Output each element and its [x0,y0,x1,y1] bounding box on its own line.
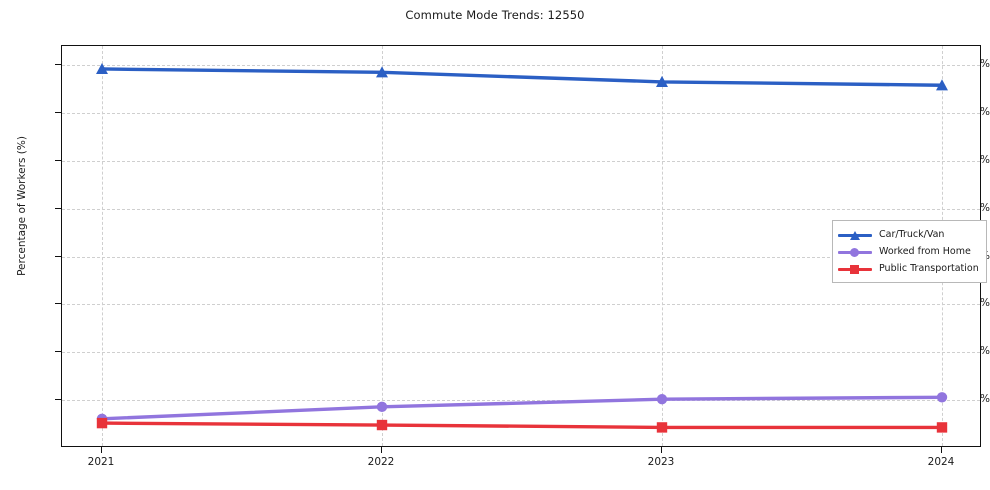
series-3 [96,417,948,433]
x-axis-tick-mark [101,447,102,453]
chart-title: Commute Mode Trends: 12550 [405,8,585,22]
legend-item[interactable]: Worked from Home [838,243,979,260]
data-point-marker [936,422,948,433]
series-line [100,67,944,87]
legend-marker-circle-icon [850,248,859,257]
legend-swatch-square-icon [838,262,872,276]
y-axis-tick-mark [55,399,61,401]
x-axis-tick-mark [381,447,382,453]
x-axis-tick-label: 2022 [367,456,395,468]
data-point-marker [656,393,668,405]
gridline-vertical [382,46,383,446]
gridline-vertical [662,46,663,446]
data-point-marker [656,422,668,433]
legend-marker-triangle-icon [850,230,860,240]
data-point-marker [96,417,108,429]
data-point-marker [96,62,108,75]
series-line [100,421,944,430]
series-layer [96,62,948,433]
data-point-marker [936,79,948,91]
y-axis-tick-mark [55,303,61,305]
gridline-horizontal [62,113,980,114]
gridline-horizontal [62,352,980,354]
y-axis-label: Percentage of Workers (%) [16,136,28,276]
y-axis-tick-mark [55,207,61,209]
x-axis-tick-mark [661,447,662,453]
legend-swatch-circle-icon [838,245,872,259]
gridline-horizontal [62,160,980,162]
legend-item[interactable]: Car/Truck/Van [838,226,979,243]
gridline-horizontal [62,65,980,67]
gridline-horizontal [62,256,980,258]
gridline-horizontal [62,400,980,402]
y-axis-tick-mark [55,351,61,353]
x-axis-tick-label: 2021 [87,456,115,468]
gridline-vertical [102,46,103,446]
x-axis-tick-label: 2023 [647,456,675,468]
data-point-marker [376,401,388,413]
data-point-marker [376,66,388,78]
y-axis-tick-mark [55,64,61,66]
legend-marker-square-icon [850,265,859,274]
plot-area [61,45,981,447]
legend-item-label: Public Transportation [879,263,979,274]
x-axis-tick-mark [941,447,942,453]
gridline-horizontal [62,304,980,306]
series-1 [96,62,948,91]
y-axis-tick-mark [55,255,61,257]
y-axis-tick-mark [55,159,61,161]
series-2 [96,392,948,425]
data-point-marker [936,392,948,403]
data-point-marker [656,75,668,87]
series-line [100,395,944,421]
legend-swatch-triangle-icon [838,228,872,242]
legend-item[interactable]: Public Transportation [838,260,979,277]
gridline-horizontal [62,208,980,210]
y-axis-tick-mark [55,112,61,113]
chart-legend: Car/Truck/Van Worked from Home Public Tran… [832,220,987,283]
x-axis-tick-label: 2024 [927,456,955,468]
data-point-marker [376,419,388,431]
legend-item-label: Worked from Home [879,246,971,257]
legend-item-label: Car/Truck/Van [879,229,945,240]
